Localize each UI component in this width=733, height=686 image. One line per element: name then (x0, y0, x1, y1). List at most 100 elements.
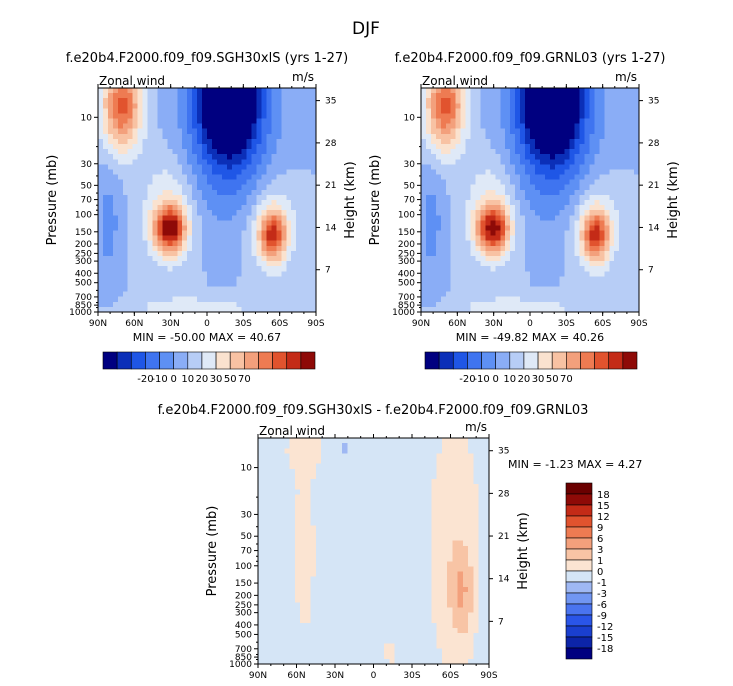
contour-cell (421, 291, 427, 298)
contour-cell (420, 494, 427, 501)
contour-cell (172, 245, 178, 252)
contour-cell (284, 468, 291, 475)
contour-cell (544, 113, 551, 120)
contour-cell (258, 438, 264, 444)
contour-cell (460, 169, 467, 176)
contour-cell (192, 210, 198, 216)
contour-cell (447, 520, 453, 526)
contour-cell (500, 261, 506, 267)
contour-cell (306, 215, 312, 221)
contour-cell (614, 245, 620, 252)
contour-cell (117, 230, 124, 237)
contour-cell (347, 463, 354, 470)
contour-cell (132, 235, 139, 242)
contour-cell (172, 159, 178, 165)
contour-cell (142, 169, 149, 176)
contour-cell (296, 306, 302, 313)
contour-cell (286, 276, 292, 283)
contour-cell (594, 123, 600, 130)
contour-cell (462, 489, 469, 496)
contour-cell (579, 93, 586, 99)
contour-cell (495, 230, 501, 237)
contour-cell (236, 230, 243, 237)
contour-cell (112, 88, 119, 94)
contour-cell (450, 250, 457, 257)
contour-cell (629, 144, 635, 150)
contour-cell (539, 108, 546, 115)
contour-cell (256, 88, 263, 94)
contour-cell (525, 276, 531, 283)
contour-cell (421, 118, 427, 125)
contour-cell (473, 438, 480, 444)
contour-cell (251, 179, 258, 186)
contour-cell (619, 235, 625, 242)
contour-cell (634, 205, 640, 211)
contour-cell (495, 133, 501, 140)
contour-cell (296, 93, 302, 99)
contour-cell (266, 98, 272, 104)
contour-cell (462, 499, 469, 506)
contour-cell (281, 128, 287, 135)
contour-cell (520, 301, 526, 308)
contour-cell (192, 205, 198, 211)
contour-cell (399, 530, 406, 537)
contour-cell (315, 499, 322, 506)
contour-cell (368, 473, 375, 480)
contour-cell (440, 154, 447, 160)
contour-cell (569, 169, 576, 176)
contour-cell (167, 205, 173, 211)
contour-cell (460, 261, 467, 267)
contour-cell (271, 169, 277, 176)
contour-cell (192, 301, 198, 308)
contour-cell (258, 535, 264, 542)
contour-cell (384, 494, 390, 501)
contour-cell (207, 240, 213, 247)
min-max-stats: MIN = -50.00 MAX = 40.67 (133, 331, 281, 344)
contour-cell (202, 256, 208, 262)
contour-cell (520, 200, 526, 206)
contour-cell (187, 88, 193, 94)
contour-cell (445, 291, 452, 298)
contour-cell (182, 113, 188, 120)
contour-cell (271, 133, 277, 140)
contour-cell (584, 215, 591, 221)
contour-cell (475, 154, 482, 160)
contour-cell (192, 296, 198, 303)
contour-cell (172, 271, 178, 277)
contour-cell (226, 128, 233, 135)
contour-cell (629, 235, 635, 242)
contour-cell (291, 210, 297, 216)
contour-cell (187, 200, 193, 206)
contour-cell (604, 296, 610, 303)
contour-cell (306, 118, 312, 125)
contour-cell (182, 179, 188, 186)
contour-cell (256, 271, 263, 277)
contour-cell (294, 463, 301, 470)
contour-cell (251, 194, 258, 201)
contour-cell (485, 205, 491, 211)
contour-cell (604, 108, 610, 115)
contour-cell (231, 225, 238, 232)
contour-cell (559, 159, 566, 165)
contour-cell (500, 296, 506, 303)
contour-cell (520, 118, 526, 125)
contour-cell (525, 306, 531, 313)
contour-cell (525, 301, 531, 308)
contour-cell (465, 169, 472, 176)
contour-cell (177, 128, 183, 135)
contour-cell (331, 499, 338, 506)
contour-cell (107, 98, 114, 104)
contour-cell (435, 200, 442, 206)
contour-cell (336, 484, 343, 490)
contour-cell (549, 194, 556, 201)
contour-cell (594, 118, 600, 125)
contour-cell (122, 179, 129, 186)
x-tick-label: 60S (594, 319, 611, 329)
contour-cell (231, 174, 238, 181)
contour-cell (505, 215, 511, 221)
contour-cell (127, 108, 134, 115)
contour-cell (336, 515, 343, 521)
contour-cell (311, 301, 317, 308)
contour-cell (564, 281, 571, 288)
contour-cell (559, 256, 566, 262)
